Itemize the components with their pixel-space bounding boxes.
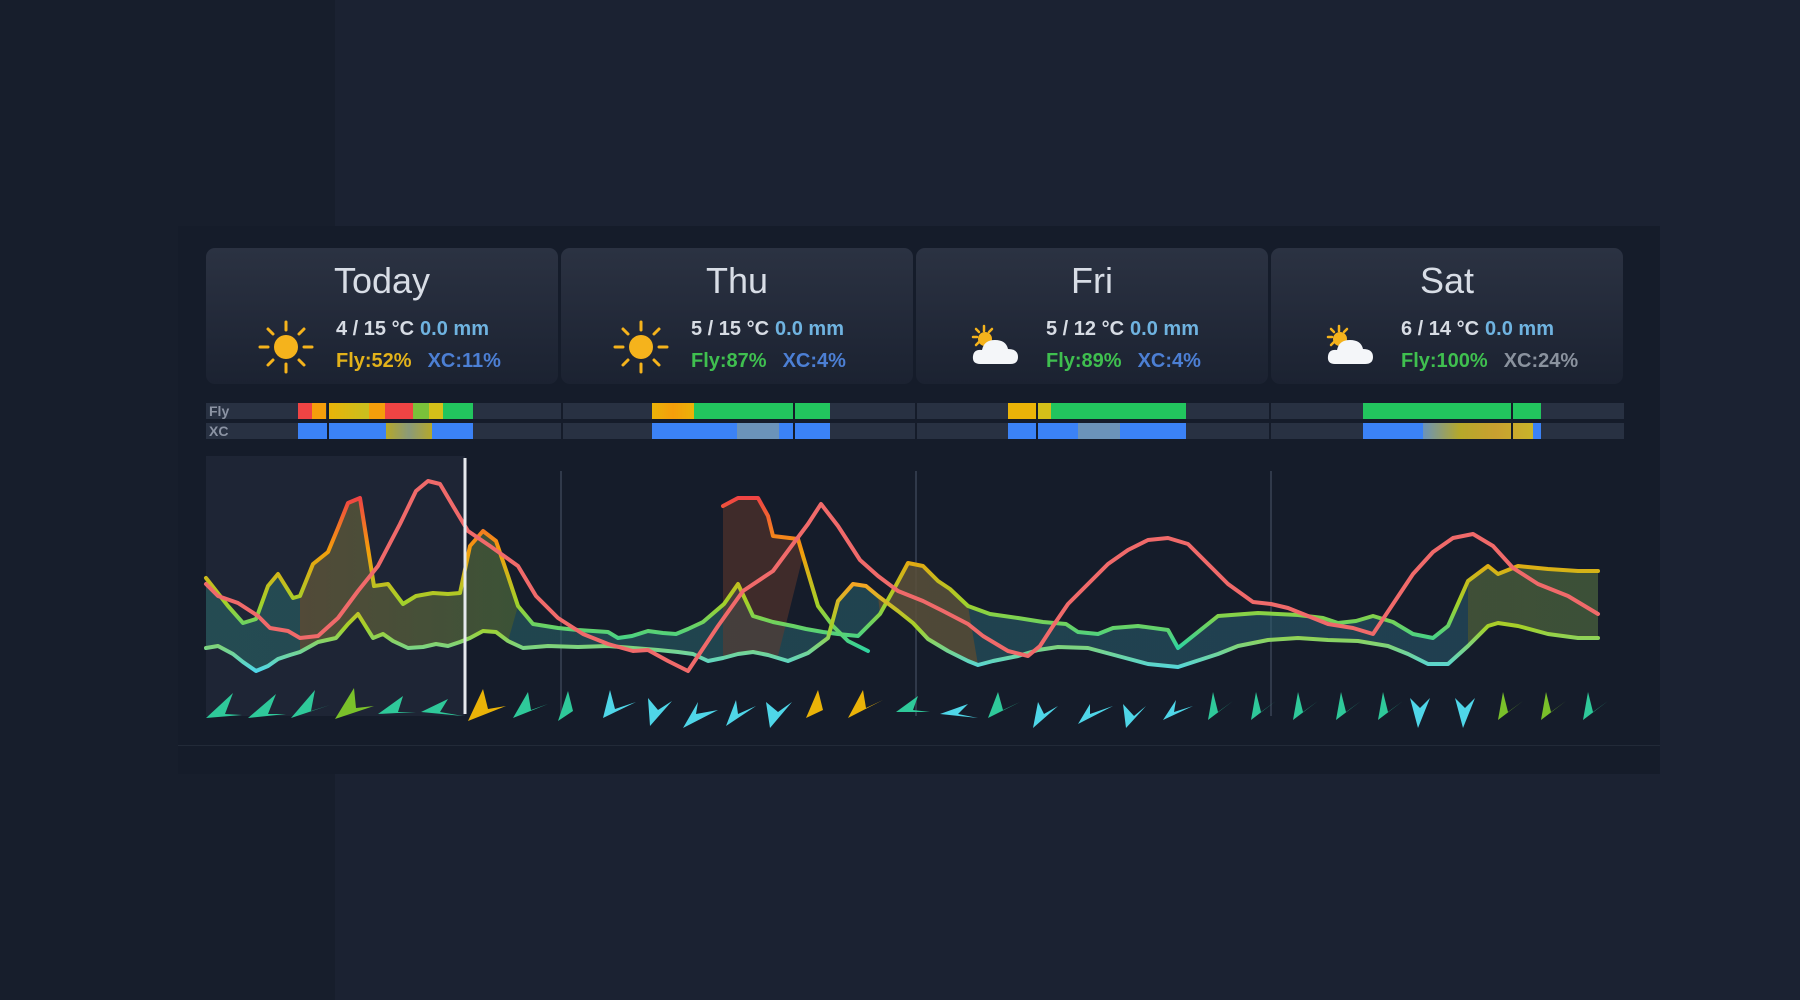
xc-score: XC:24%: [1503, 350, 1579, 372]
rain-amount: 0.0 mm: [1485, 318, 1554, 340]
day-label: Fri: [1071, 260, 1113, 301]
xc-score: XC:4%: [1137, 350, 1201, 372]
temperature-line: [204, 479, 1600, 673]
xc-bar-label: XC: [209, 423, 229, 439]
day-card-sat[interactable]: Sat 6 / 14 °C 0.0 mm Fly:100% XC:24%: [1271, 248, 1623, 384]
rain-amount: 0.0 mm: [775, 318, 844, 340]
xc-bar: XC: [206, 423, 1624, 439]
temp-range: 5 / 15 °C: [691, 318, 770, 340]
sun-icon: [258, 320, 314, 374]
day-card-thu[interactable]: Thu 5 / 15 °C 0.0 mm Fly:87% XC:4%: [561, 248, 913, 384]
fly-bar: Fly: [206, 403, 1624, 419]
score-bars: Fly XC: [206, 403, 1624, 443]
fly-score: Fly:52%: [336, 350, 412, 372]
fly-bar-label: Fly: [209, 403, 230, 419]
fly-score: Fly:87%: [691, 350, 767, 372]
fly-score: Fly:89%: [1046, 350, 1122, 372]
day-card-fri[interactable]: Fri 5 / 12 °C 0.0 mm Fly:89% XC:4%: [916, 248, 1268, 384]
forecast-panel: Today 4 / 15 °C 0.0 mm Fly:52% XC:11% Thu: [178, 226, 1660, 774]
partly-cloudy-icon: [1326, 324, 1373, 364]
temp-range: 6 / 14 °C: [1401, 318, 1480, 340]
day-label: Today: [333, 260, 431, 301]
xc-score: XC:11%: [427, 350, 501, 372]
day-card-today[interactable]: Today 4 / 15 °C 0.0 mm Fly:52% XC:11%: [206, 248, 558, 384]
sun-icon: [613, 320, 669, 374]
temp-range: 4 / 15 °C: [336, 318, 415, 340]
partly-cloudy-icon: [971, 324, 1018, 364]
day-label: Sat: [1419, 260, 1475, 301]
rain-amount: 0.0 mm: [420, 318, 489, 340]
day-label: Thu: [705, 260, 769, 301]
wind-arrows: [206, 688, 1608, 728]
day-cards: Today 4 / 15 °C 0.0 mm Fly:52% XC:11% Thu: [206, 248, 1623, 384]
fly-score: Fly:100%: [1401, 350, 1488, 372]
rain-amount: 0.0 mm: [1130, 318, 1199, 340]
temp-range: 5 / 12 °C: [1046, 318, 1125, 340]
xc-score: XC:4%: [782, 350, 846, 372]
forecast-chart: [178, 456, 1660, 746]
